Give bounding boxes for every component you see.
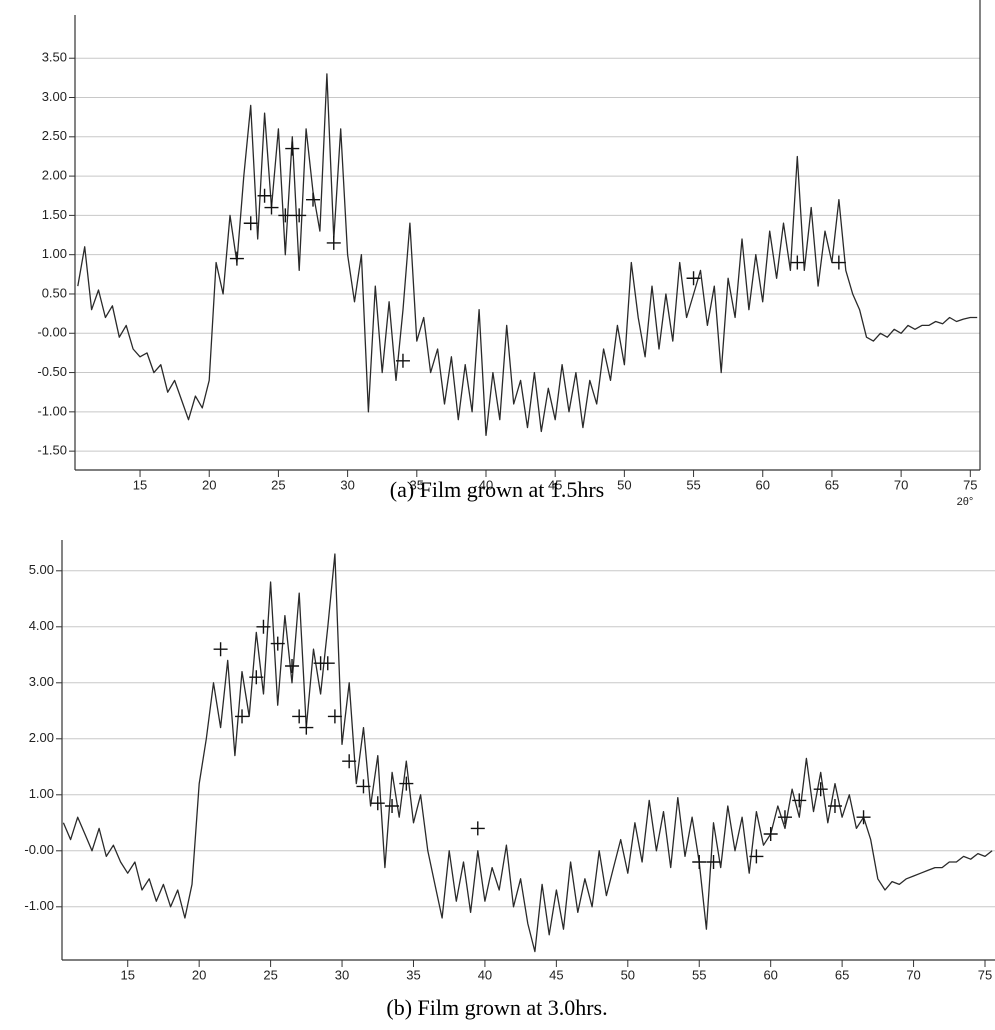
x-tick-label: 45 [548, 477, 562, 492]
x-tick-label: 40 [479, 477, 493, 492]
x-tick-label: 25 [271, 477, 285, 492]
peak-marker [285, 141, 300, 156]
y-tick-label: 2.50 [42, 128, 67, 143]
caption: (a) Film grown at 1.5hrs [390, 477, 604, 502]
x-tick-label: 15 [133, 477, 147, 492]
x-tick-label: 70 [894, 477, 908, 492]
x-tick-label: 75 [963, 477, 977, 492]
peak-marker [243, 216, 258, 231]
peak-marker [692, 855, 707, 869]
y-tick-label: 0.50 [42, 285, 67, 300]
peak-marker [385, 799, 400, 813]
peak-marker [790, 255, 805, 270]
y-tick-label: -0.00 [24, 842, 54, 857]
peak-marker [320, 656, 335, 671]
peak-marker [326, 235, 341, 250]
peak-marker [342, 754, 357, 769]
peak-marker [264, 200, 279, 215]
y-tick-label: 3.50 [42, 50, 67, 65]
peak-marker [249, 670, 264, 685]
y-tick-label: 4.00 [29, 618, 54, 633]
y-tick-label: 3.00 [42, 89, 67, 104]
peak-marker [292, 208, 307, 223]
peak-marker [399, 776, 414, 791]
x-tick-label: 20 [192, 967, 206, 982]
x-tick-label: 45 [549, 967, 563, 982]
x-tick-label: 75 [978, 967, 992, 982]
peak-marker [306, 192, 321, 207]
y-tick-label: -1.00 [24, 898, 54, 913]
peak-marker [813, 782, 828, 797]
x-tick-label: 50 [621, 967, 635, 982]
y-tick-label: 3.00 [29, 674, 54, 689]
x-tick-label: 70 [906, 967, 920, 982]
diffraction-trace [77, 73, 978, 437]
peak-marker [777, 810, 792, 825]
y-tick-label: 1.00 [29, 786, 54, 801]
peak-marker [856, 810, 871, 825]
y-tick-label: 2.00 [42, 168, 67, 183]
y-tick-label: 5.00 [29, 562, 54, 577]
x-tick-label: 40 [478, 967, 492, 982]
peak-marker [285, 659, 300, 673]
peak-marker [270, 636, 285, 651]
peak-marker [792, 793, 807, 808]
peak-marker [470, 821, 485, 836]
peak-marker [370, 796, 385, 811]
x-tick-label: 65 [825, 477, 839, 492]
y-tick-label: -0.50 [37, 364, 67, 379]
x-tick-label: 50 [617, 477, 631, 492]
diffraction-trace [62, 553, 993, 953]
x-tick-label: 55 [686, 477, 700, 492]
x-tick-label: 65 [835, 967, 849, 982]
peak-marker [278, 208, 293, 223]
y-tick-label: -0.00 [37, 325, 67, 340]
peak-marker [763, 827, 778, 841]
x-tick-label: 30 [340, 477, 354, 492]
caption: (b) Film grown at 3.0hrs. [386, 995, 607, 1020]
peak-marker [395, 353, 410, 368]
peak-marker [229, 251, 244, 266]
y-tick-label: 2.00 [29, 730, 54, 745]
peak-marker [686, 271, 701, 286]
x-tick-label: 30 [335, 967, 349, 982]
peak-marker [256, 619, 271, 634]
peak-marker [327, 709, 342, 724]
x-tick-label: 55 [692, 967, 706, 982]
peak-marker [257, 188, 272, 203]
x-tick-label: 20 [202, 477, 216, 492]
peak-marker [292, 709, 307, 724]
x-tick-label: 35 [410, 477, 424, 492]
y-tick-label: 1.50 [42, 207, 67, 222]
y-tick-label: -1.50 [37, 443, 67, 458]
y-tick-label: 1.00 [42, 246, 67, 261]
x-tick-label: 60 [763, 967, 777, 982]
x-axis-label: 2θ° [957, 496, 974, 508]
x-tick-label: 60 [756, 477, 770, 492]
peak-marker [749, 849, 764, 864]
peak-marker [706, 855, 721, 869]
peak-marker [235, 709, 250, 724]
x-tick-label: 35 [406, 967, 420, 982]
x-tick-label: 15 [120, 967, 134, 982]
peak-marker [831, 255, 846, 270]
x-tick-label: 25 [263, 967, 277, 982]
peak-marker [299, 720, 314, 735]
peak-marker [213, 642, 228, 657]
y-tick-label: -1.00 [37, 403, 67, 418]
peak-marker [827, 799, 842, 813]
peak-marker [356, 779, 371, 794]
